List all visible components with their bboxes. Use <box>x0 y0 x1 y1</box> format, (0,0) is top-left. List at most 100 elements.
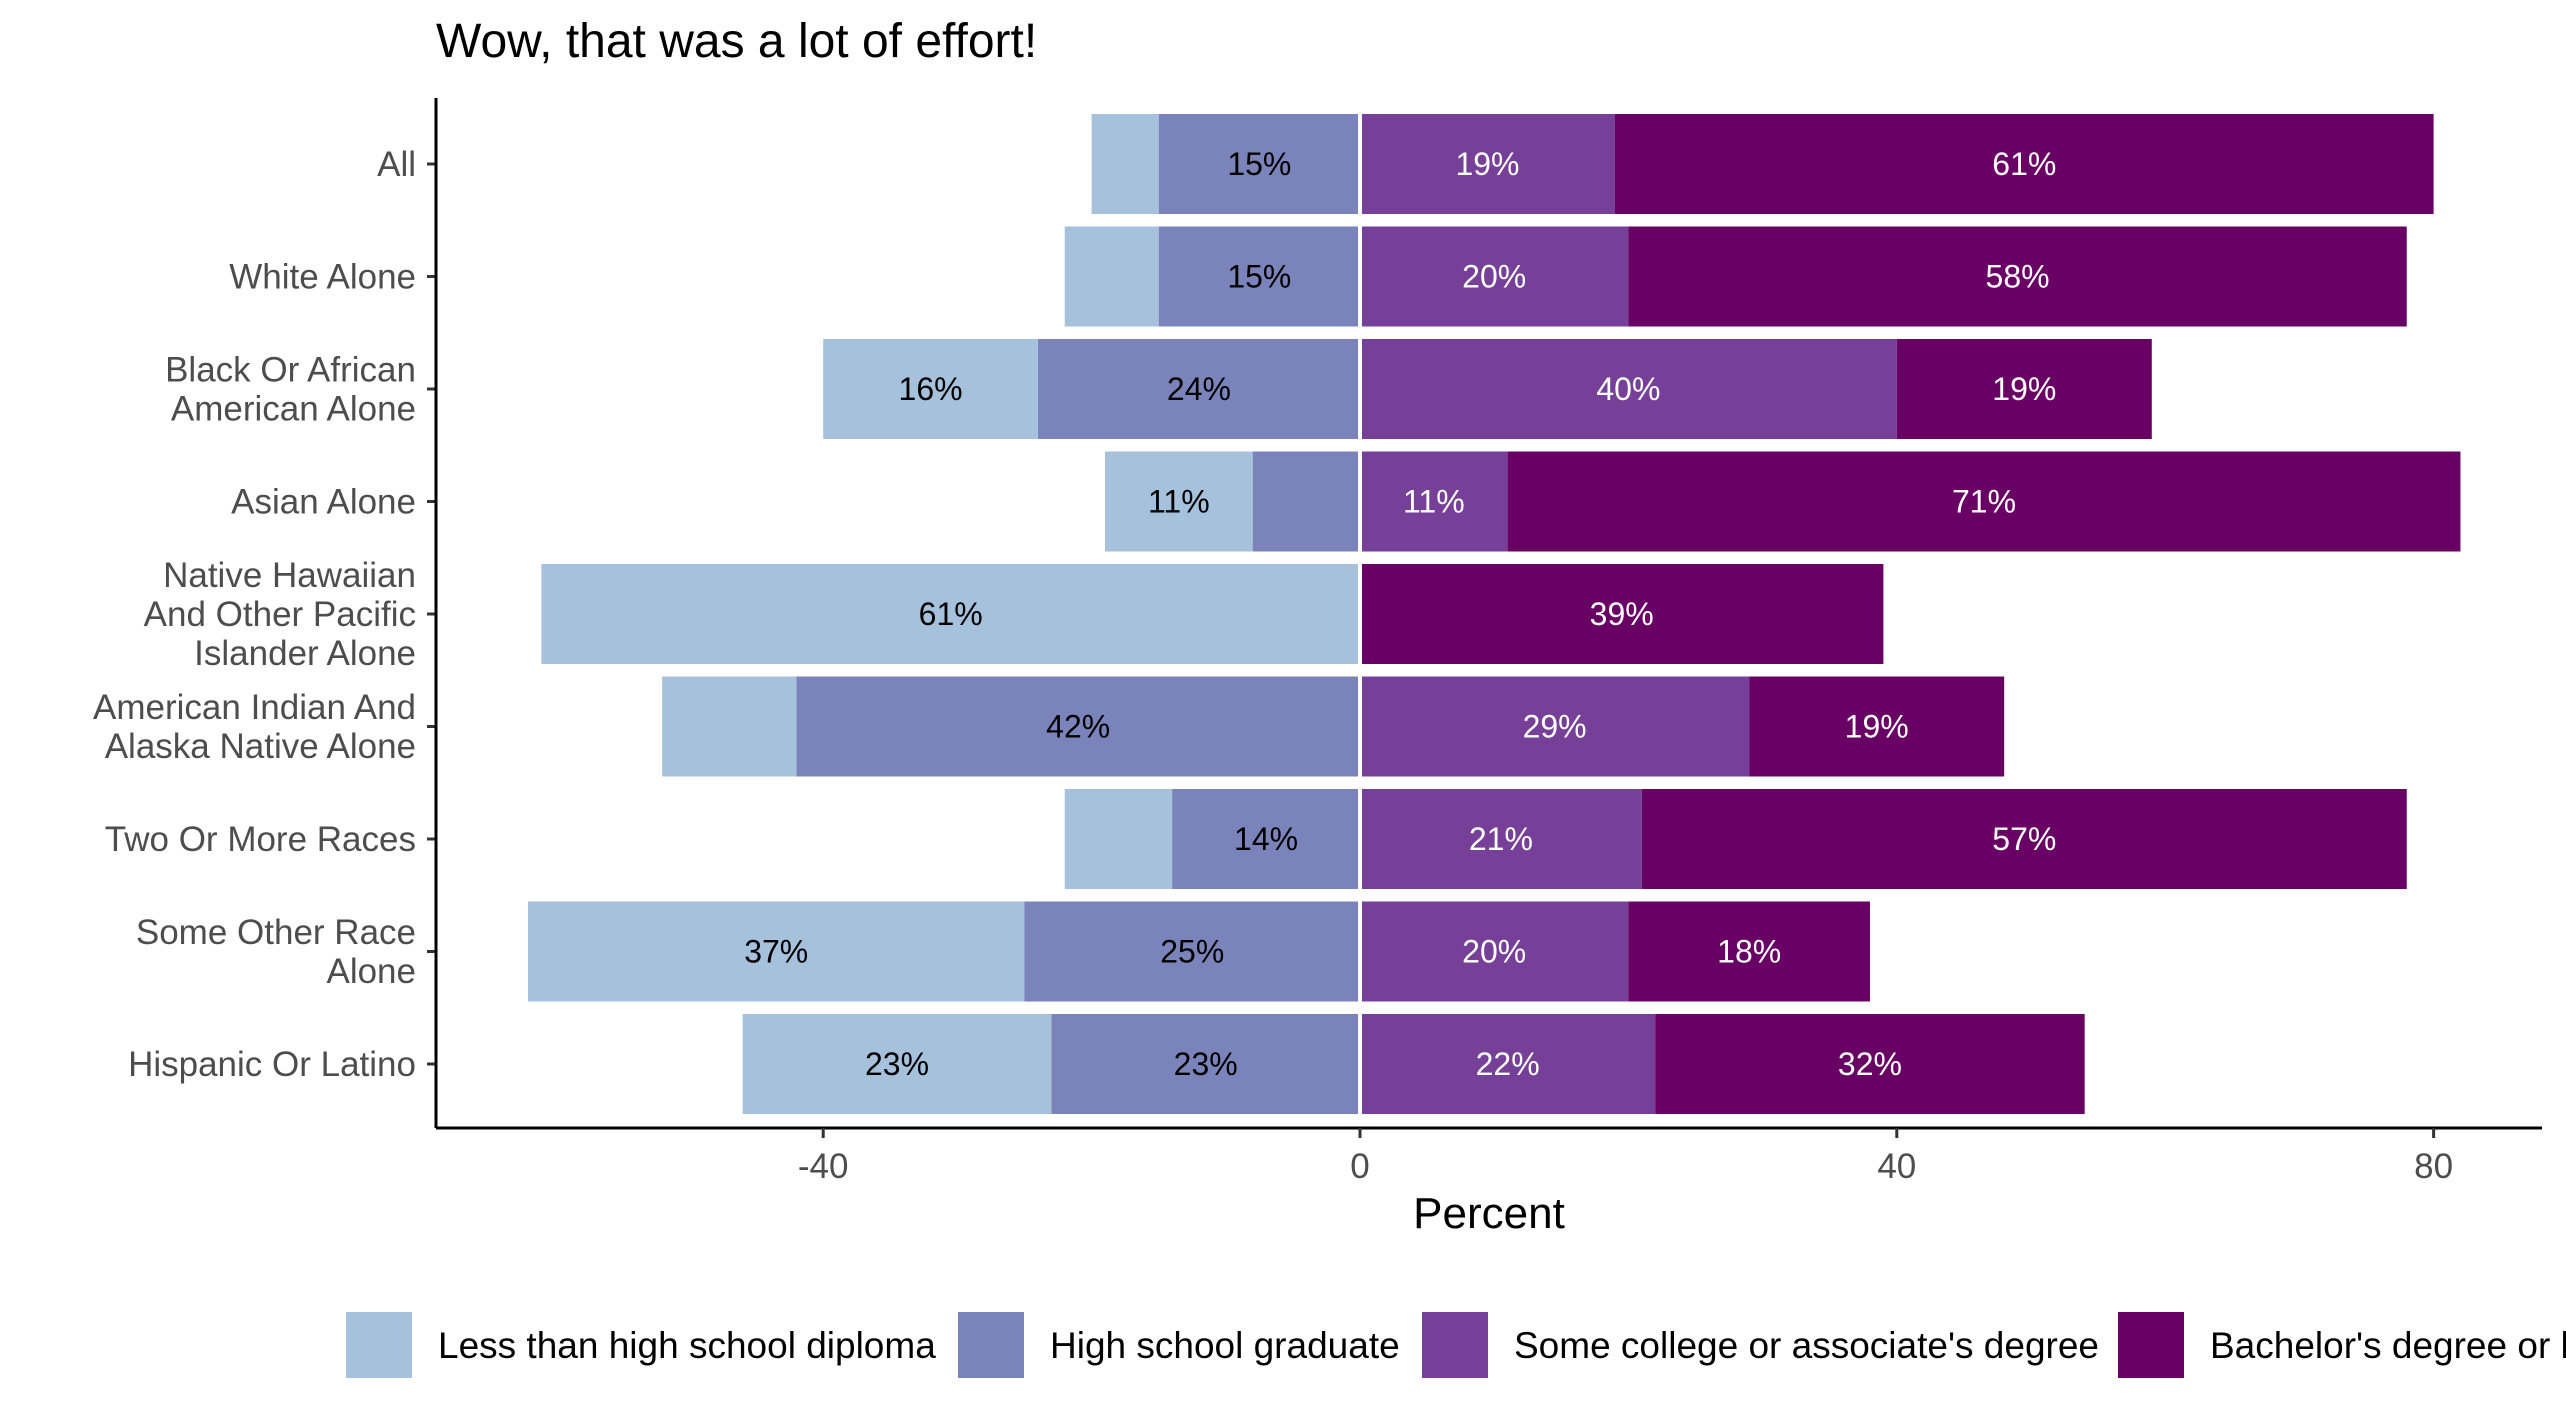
bar-value-label: 16% <box>899 371 963 407</box>
zero-separator <box>1358 114 1362 214</box>
bar-value-label: 14% <box>1234 821 1298 857</box>
bar-segment <box>1360 114 1615 214</box>
legend-label: Some college or associate's degree <box>1514 1325 2099 1366</box>
bar-segment <box>1628 226 2407 327</box>
bar-value-label: 37% <box>744 934 808 970</box>
bar-value-label: 19% <box>1845 709 1909 745</box>
bar-segment <box>1024 901 1360 1002</box>
bar-segment <box>1105 451 1253 552</box>
zero-separator <box>1358 901 1362 1002</box>
legend-swatch <box>958 1312 1024 1378</box>
bar-segment <box>1172 789 1360 889</box>
bar-segment <box>1896 339 2152 439</box>
bar-value-label: 20% <box>1462 259 1526 295</box>
legend-swatch <box>346 1312 412 1378</box>
bar-segment <box>1091 114 1159 214</box>
bar-value-label: 71% <box>1952 484 2016 520</box>
x-tick-label: 40 <box>1877 1147 1916 1186</box>
legend-label: Less than high school diploma <box>438 1325 936 1366</box>
y-tick-label: Some Other Race Alone <box>136 913 416 991</box>
bar-value-label: 19% <box>1455 146 1519 182</box>
bar-segment <box>1641 789 2407 889</box>
bar-segment <box>1360 901 1629 1002</box>
bar-segment <box>1360 1014 1656 1114</box>
bar-label-layer: 15% 19% 61% 15% 20% 58% 24% 16% 40% 19% 11% 11% 71% 6… <box>744 146 2056 1082</box>
zero-separator <box>1358 1014 1362 1114</box>
bar-value-label: 19% <box>1992 371 2056 407</box>
zero-separator <box>1358 226 1362 327</box>
x-axis-title: Percent <box>1413 1189 1565 1238</box>
bar-segment <box>541 564 1360 664</box>
axes-layer: All White Alone Black Or African American A… <box>93 98 2542 1238</box>
bar-value-label: 15% <box>1227 259 1291 295</box>
y-tick-label: All <box>377 145 416 184</box>
bar-segment <box>1360 339 1897 439</box>
bar-segment <box>1360 789 1642 889</box>
bar-segment <box>1614 114 2434 214</box>
y-tick-label: White Alone <box>229 258 416 297</box>
bar-value-label: 61% <box>1992 146 2056 182</box>
bar-segment <box>796 676 1360 777</box>
bar-value-label: 18% <box>1717 934 1781 970</box>
bar-segment <box>1360 226 1629 327</box>
zero-separator <box>1358 451 1362 552</box>
bar-value-label: 15% <box>1227 146 1291 182</box>
y-tick-label: American Indian And Alaska Native Alone <box>93 688 416 766</box>
bar-value-label: 21% <box>1469 821 1533 857</box>
bar-segment <box>823 339 1038 439</box>
bar-value-label: 58% <box>1986 259 2050 295</box>
y-tick-label: Native Hawaiian And Other Pacific Islander… <box>144 556 416 673</box>
zero-separator <box>1358 789 1362 889</box>
y-tick-label: Two Or More Races <box>105 820 416 859</box>
bar-segment <box>1507 451 2461 552</box>
bar-segment <box>1064 789 1173 889</box>
bar-value-label: 61% <box>919 596 983 632</box>
y-tick-label: Hispanic Or Latino <box>128 1045 416 1084</box>
bar-segment <box>1064 226 1159 327</box>
bar-value-label: 57% <box>1992 821 2056 857</box>
bar-value-label: 20% <box>1462 934 1526 970</box>
bar-value-label: 22% <box>1476 1046 1540 1082</box>
zero-separator <box>1358 564 1362 664</box>
legend-label: Bachelor's degree or h <box>2210 1325 2566 1366</box>
bar-value-label: 11% <box>1403 484 1465 520</box>
bar-segment <box>1037 339 1360 439</box>
zero-separator <box>1358 339 1362 439</box>
bar-value-label: 32% <box>1838 1046 1902 1082</box>
bar-segment <box>1051 1014 1360 1114</box>
bar-value-label: 23% <box>1174 1046 1238 1082</box>
bar-segment <box>1360 676 1750 777</box>
bar-value-label: 42% <box>1046 709 1110 745</box>
legend-swatch <box>2118 1312 2184 1378</box>
bar-segment <box>1360 451 1508 552</box>
x-tick-label: 80 <box>2414 1147 2453 1186</box>
bar-value-label: 24% <box>1167 371 1231 407</box>
bar-segment <box>662 676 797 777</box>
bar-value-label: 23% <box>865 1046 929 1082</box>
bar-value-label: 29% <box>1523 709 1587 745</box>
chart-title: Wow, that was a lot of effort! <box>436 15 1038 68</box>
x-tick-label: -40 <box>798 1147 849 1186</box>
y-tick-label: Asian Alone <box>231 483 416 522</box>
bar-segment <box>1252 451 1360 552</box>
bar-segment <box>1655 1014 2085 1114</box>
bar-value-label: 25% <box>1160 934 1224 970</box>
bar-value-label: 39% <box>1590 596 1654 632</box>
bar-segment <box>1749 676 2005 777</box>
bar-segment <box>1360 564 1884 664</box>
zero-separator <box>1358 676 1362 777</box>
bar-segment <box>1158 114 1360 214</box>
bar-segment <box>527 901 1025 1002</box>
legend-swatch <box>1422 1312 1488 1378</box>
y-tick-label: Black Or African American Alone <box>165 351 416 429</box>
bar-value-label: 11% <box>1148 484 1210 520</box>
x-tick-label: 0 <box>1350 1147 1369 1186</box>
bar-segment <box>1628 901 1870 1002</box>
bar-value-label: 40% <box>1596 371 1660 407</box>
bar-layer <box>527 114 2461 1114</box>
legend: Less than high school diploma High school… <box>346 1312 2566 1378</box>
bar-segment <box>1158 226 1360 327</box>
legend-label: High school graduate <box>1050 1325 1400 1366</box>
bar-segment <box>742 1014 1052 1114</box>
